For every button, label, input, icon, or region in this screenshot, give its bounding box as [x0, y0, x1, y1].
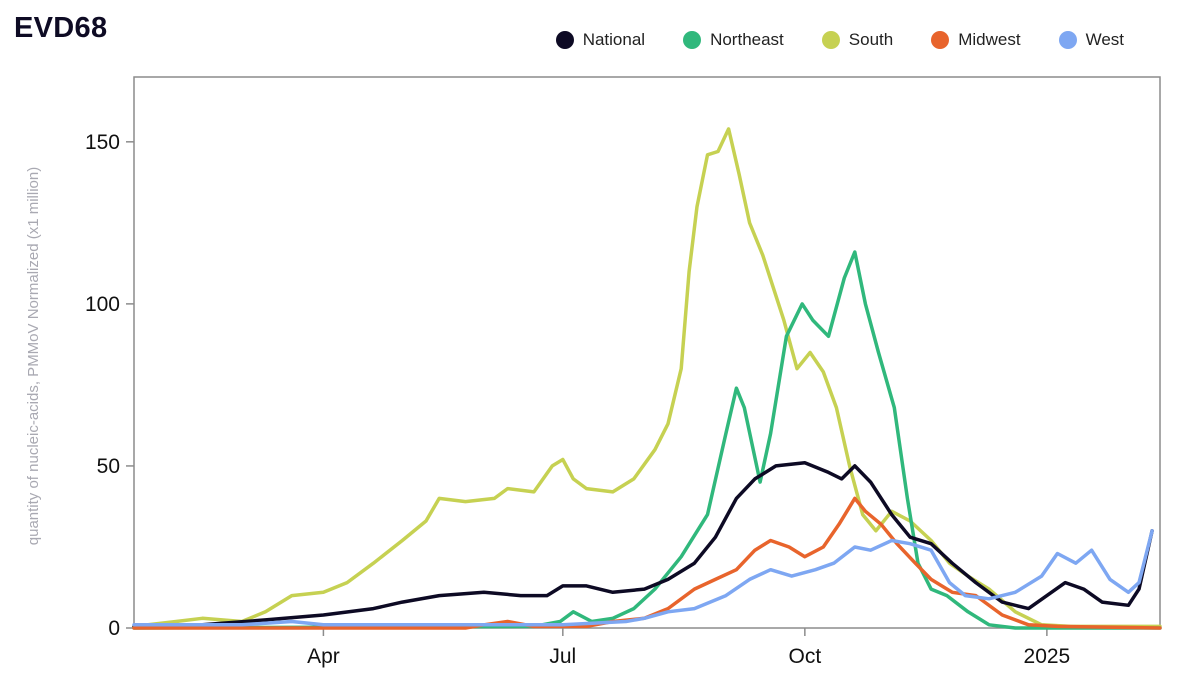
y-tick-label: 50	[97, 455, 120, 478]
legend-item-northeast[interactable]: Northeast	[683, 30, 784, 50]
legend-label-national: National	[582, 30, 646, 49]
y-tick-label: 100	[85, 293, 120, 316]
legend-dot-west	[1058, 31, 1077, 49]
legend: National Northeast South Midwest West	[555, 30, 1124, 50]
y-axis: 0 50 100 150	[85, 131, 134, 640]
legend-item-south[interactable]: South	[821, 30, 894, 50]
y-tick-label: 0	[108, 617, 120, 640]
x-axis: Apr Jul Oct 2025	[307, 628, 1070, 668]
plot-frame	[133, 76, 1161, 629]
y-axis-title: quantity of nucleic-acids, PMMoV Normali…	[25, 167, 42, 545]
x-tick-label: Apr	[307, 645, 340, 668]
x-tick-label: 2025	[1024, 645, 1071, 668]
legend-label-south: South	[848, 30, 894, 49]
legend-item-midwest[interactable]: Midwest	[931, 30, 1021, 50]
series-layer	[132, 127, 1162, 630]
series-line-national[interactable]	[132, 460, 1154, 629]
legend-label-midwest: Midwest	[958, 30, 1021, 49]
series-line-west[interactable]	[132, 529, 1154, 627]
legend-dot-south	[821, 31, 840, 49]
x-tick-label: Oct	[789, 645, 822, 668]
legend-dot-national	[555, 31, 574, 49]
legend-dot-northeast	[683, 31, 702, 49]
legend-label-northeast: Northeast	[710, 30, 784, 49]
series-line-south[interactable]	[132, 127, 1162, 629]
legend-item-west[interactable]: West	[1058, 30, 1124, 50]
series-line-midwest[interactable]	[132, 496, 1162, 630]
series-line-northeast[interactable]	[132, 250, 1162, 630]
y-tick-label: 150	[85, 131, 120, 154]
legend-dot-midwest	[931, 31, 950, 49]
legend-label-west: West	[1085, 30, 1124, 49]
legend-item-national[interactable]: National	[555, 30, 646, 50]
chart-title: EVD68	[14, 12, 108, 44]
x-tick-label: Jul	[549, 645, 576, 668]
